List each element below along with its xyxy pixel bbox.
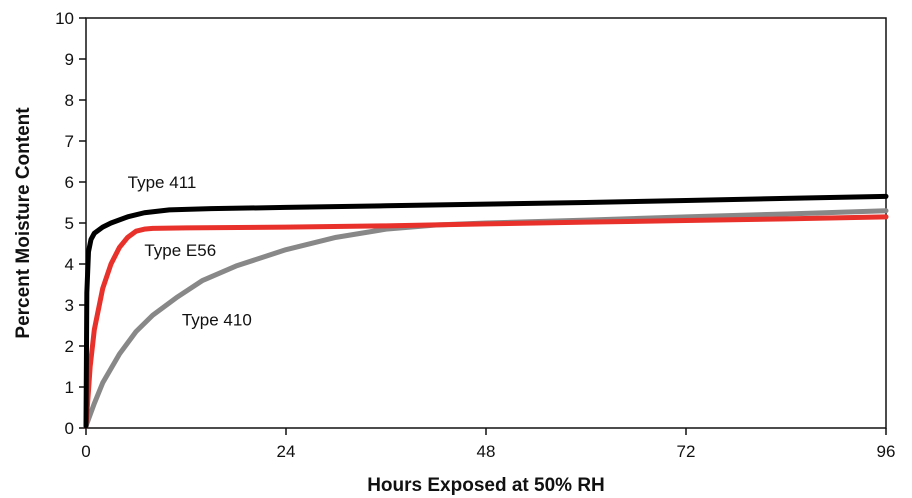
series-label-type-e56: Type E56 <box>144 241 216 260</box>
y-tick-label: 6 <box>65 173 74 192</box>
y-tick-label: 2 <box>65 337 74 356</box>
series-label-type-411: Type 411 <box>128 173 197 192</box>
y-axis-title: Percent Moisture Content <box>13 107 34 339</box>
y-tick-label: 0 <box>65 419 74 438</box>
y-tick-label: 9 <box>65 50 74 69</box>
y-axis: 0 1 2 3 4 5 6 7 8 9 10 <box>55 9 86 438</box>
series-label-type-410: Type 410 <box>182 311 252 330</box>
x-axis: 0 24 48 72 96 <box>81 428 895 461</box>
y-tick-label: 8 <box>65 91 74 110</box>
x-tick-label: 48 <box>477 442 496 461</box>
x-tick-label: 72 <box>677 442 696 461</box>
y-tick-label: 4 <box>65 255 74 274</box>
y-tick-label: 5 <box>65 214 74 233</box>
x-tick-label: 96 <box>877 442 896 461</box>
y-tick-label: 1 <box>65 378 74 397</box>
y-tick-label: 10 <box>55 9 74 28</box>
x-tick-label: 0 <box>81 442 90 461</box>
series-annotations: Type 411 Type E56 Type 410 <box>128 173 252 329</box>
y-tick-label: 3 <box>65 296 74 315</box>
x-axis-title: Hours Exposed at 50% RH <box>367 475 605 496</box>
y-tick-label: 7 <box>65 132 74 151</box>
series-line-type-411 <box>83 193 889 429</box>
series-line-type-e56 <box>83 214 889 429</box>
series-lines <box>83 193 889 429</box>
x-tick-label: 24 <box>277 442 296 461</box>
